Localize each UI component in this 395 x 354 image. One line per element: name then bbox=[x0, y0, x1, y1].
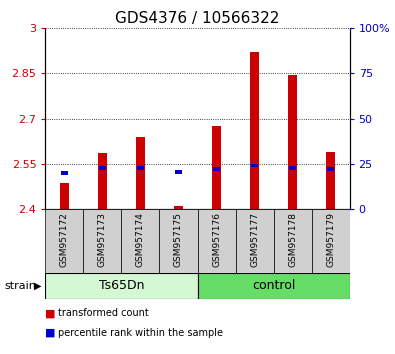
Bar bbox=[212, 126, 221, 209]
Text: ▶: ▶ bbox=[34, 281, 41, 291]
Bar bbox=[326, 152, 335, 209]
Text: GSM957179: GSM957179 bbox=[326, 212, 335, 267]
Text: control: control bbox=[252, 279, 295, 292]
Bar bbox=[235, 209, 274, 273]
Bar bbox=[198, 273, 350, 299]
Bar bbox=[288, 75, 297, 209]
Text: ■: ■ bbox=[45, 308, 56, 318]
Text: GSM957172: GSM957172 bbox=[60, 212, 69, 267]
Bar bbox=[137, 166, 144, 170]
Bar bbox=[45, 273, 198, 299]
Text: strain: strain bbox=[4, 281, 36, 291]
Text: transformed count: transformed count bbox=[58, 308, 149, 318]
Text: GSM957174: GSM957174 bbox=[136, 212, 145, 267]
Bar bbox=[175, 170, 182, 174]
Bar bbox=[251, 164, 258, 167]
Bar bbox=[312, 209, 350, 273]
Text: percentile rank within the sample: percentile rank within the sample bbox=[58, 328, 224, 338]
Bar bbox=[61, 171, 68, 175]
Text: GSM957177: GSM957177 bbox=[250, 212, 259, 267]
Title: GDS4376 / 10566322: GDS4376 / 10566322 bbox=[115, 11, 280, 26]
Text: GSM957175: GSM957175 bbox=[174, 212, 183, 267]
Bar bbox=[273, 209, 312, 273]
Bar bbox=[83, 209, 122, 273]
Bar bbox=[174, 206, 183, 209]
Text: ■: ■ bbox=[45, 328, 56, 338]
Bar bbox=[160, 209, 198, 273]
Bar bbox=[136, 137, 145, 209]
Text: GSM957173: GSM957173 bbox=[98, 212, 107, 267]
Bar bbox=[250, 52, 259, 209]
Bar bbox=[327, 167, 334, 171]
Bar bbox=[45, 209, 83, 273]
Text: GSM957178: GSM957178 bbox=[288, 212, 297, 267]
Bar bbox=[198, 209, 235, 273]
Bar bbox=[99, 166, 106, 170]
Bar bbox=[122, 209, 160, 273]
Text: Ts65Dn: Ts65Dn bbox=[99, 279, 144, 292]
Bar bbox=[213, 167, 220, 171]
Bar bbox=[289, 166, 296, 170]
Text: GSM957176: GSM957176 bbox=[212, 212, 221, 267]
Bar bbox=[60, 183, 69, 209]
Bar bbox=[98, 153, 107, 209]
